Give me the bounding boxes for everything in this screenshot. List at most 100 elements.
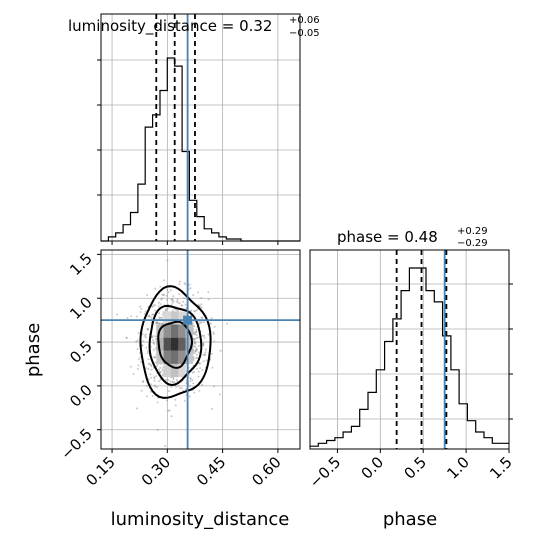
scatter-point: [149, 390, 152, 393]
scatter-point: [151, 313, 154, 316]
scatter-point: [195, 337, 198, 340]
scatter-point: [125, 336, 128, 339]
scatter-point: [188, 385, 191, 388]
scatter-point: [142, 380, 145, 383]
scatter-point: [194, 342, 197, 345]
scatter-point: [193, 371, 195, 373]
scatter-point: [168, 390, 170, 393]
scatter-point: [157, 301, 160, 304]
scatter-point: [151, 336, 154, 339]
scatter-point: [200, 316, 203, 319]
histogram-luminosity-distance: [101, 57, 300, 242]
scatter-point: [152, 356, 155, 359]
scatter-point: [168, 409, 171, 412]
scatter-point: [152, 339, 155, 342]
scatter-point: [200, 306, 203, 309]
scatter-point: [156, 363, 159, 366]
scatter-point: [157, 322, 160, 325]
scatter-point: [147, 358, 150, 361]
scatter-point: [159, 371, 162, 374]
scatter-point: [177, 384, 180, 387]
scatter-point: [125, 336, 128, 339]
scatter-point: [193, 338, 196, 341]
title-ld-name: luminosity_distance: [68, 17, 217, 36]
scatter-point: [153, 342, 156, 345]
scatter-point: [159, 366, 162, 369]
truth-point: [183, 315, 193, 325]
scatter-point: [202, 344, 205, 347]
x-ticks-luminosity-distance: 0.15 0.30 0.45 0.60: [83, 449, 285, 489]
scatter-point: [195, 330, 198, 333]
scatter-point: [163, 293, 165, 296]
scatter-point: [200, 303, 203, 306]
scatter-point: [195, 356, 198, 359]
density-cell: [156, 350, 164, 364]
scatter-point: [180, 387, 183, 390]
scatter-point: [205, 348, 207, 351]
scatter-point: [152, 342, 155, 345]
tick-label: 0.5: [66, 337, 96, 367]
density-cell: [178, 337, 186, 351]
scatter-point: [148, 315, 151, 318]
scatter-point: [202, 342, 205, 345]
scatter-point: [145, 346, 148, 349]
scatter-point: [176, 298, 179, 301]
scatter-point: [195, 309, 198, 312]
scatter-point: [183, 399, 186, 402]
scatter-point: [139, 361, 142, 363]
scatter-point: [160, 297, 163, 300]
scatter-point: [137, 331, 140, 334]
scatter-point: [163, 279, 166, 282]
scatter-point: [129, 365, 132, 368]
scatter-point: [180, 304, 183, 307]
scatter-point: [146, 350, 149, 352]
scatter-point: [170, 386, 173, 388]
scatter-point: [166, 288, 169, 291]
scatter-point: [157, 305, 160, 308]
scatter-point: [195, 330, 198, 333]
density-cell: [163, 364, 171, 378]
scatter-point: [136, 407, 139, 410]
scatter-point: [173, 381, 176, 384]
scatter-point: [139, 305, 142, 308]
scatter-point: [169, 289, 172, 292]
scatter-point: [197, 291, 199, 294]
scatter-point: [146, 352, 149, 355]
scatter-point: [164, 445, 167, 447]
scatter-point: [154, 335, 156, 338]
scatter-point: [203, 353, 206, 356]
scatter-point: [172, 295, 175, 298]
scatter-point: [140, 389, 143, 392]
scatter-point: [116, 313, 118, 316]
scatter-point: [154, 309, 157, 312]
scatter-point: [135, 315, 138, 318]
title-phase-plus: +0.29: [457, 226, 488, 237]
scatter-point: [191, 379, 194, 381]
density-cell: [178, 350, 186, 364]
scatter-point: [145, 367, 148, 370]
title-luminosity-distance: luminosity_distance = 0.32: [68, 17, 272, 36]
scatter-point: [161, 313, 164, 316]
density-cell: [163, 337, 171, 351]
scatter-point: [142, 340, 145, 343]
scatter-point: [199, 367, 202, 370]
scatter-point: [196, 357, 199, 359]
scatter-point: [193, 352, 196, 355]
scatter-point: [192, 357, 195, 360]
scatter-point: [136, 367, 139, 370]
scatter-point: [226, 322, 229, 325]
scatter-point: [155, 386, 158, 389]
scatter-point: [213, 340, 216, 343]
scatter-point: [200, 321, 203, 324]
scatter-point: [160, 322, 163, 325]
density-cell: [178, 324, 186, 338]
scatter-point: [201, 334, 204, 337]
scatter-point: [199, 362, 202, 365]
scatter-point: [151, 335, 154, 338]
scatter-point: [141, 344, 144, 347]
scatter-point: [189, 287, 192, 290]
ticks-hist-luminosity-distance: [97, 59, 279, 245]
scatter-point: [145, 384, 148, 387]
scatter-point: [148, 362, 151, 365]
